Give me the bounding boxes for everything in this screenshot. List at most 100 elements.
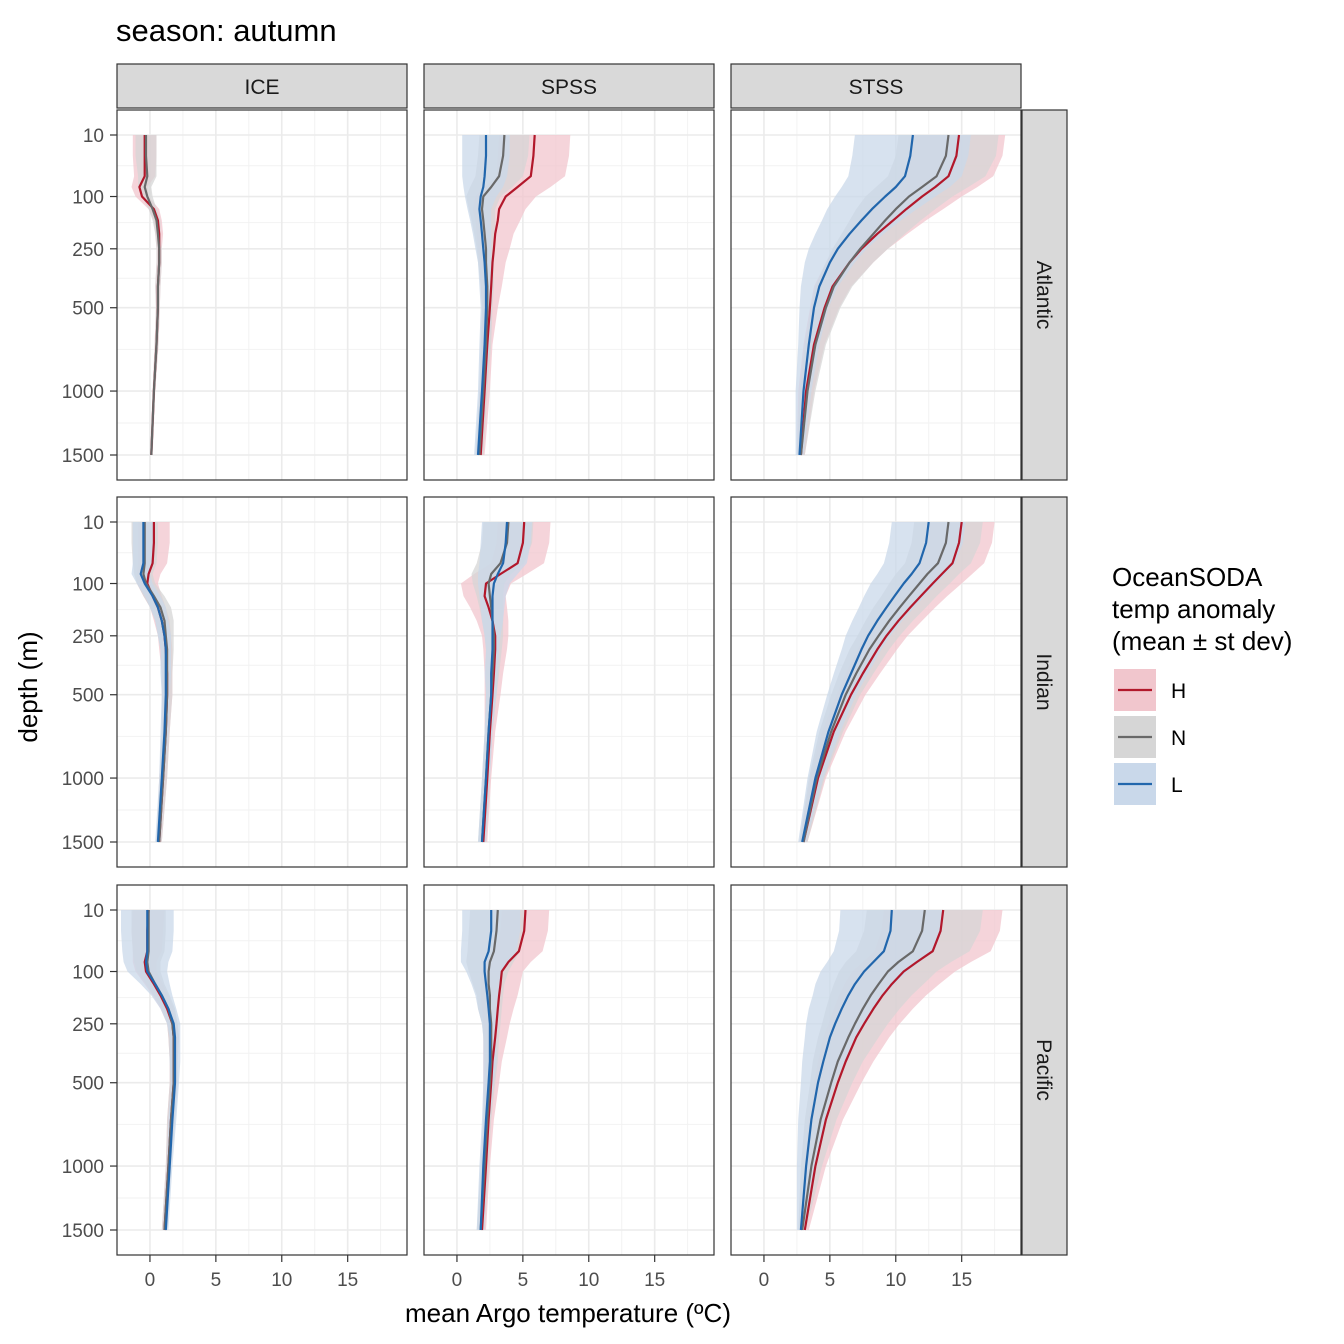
y-tick-label: 500 [72,299,104,320]
series-line-L [798,134,914,456]
ribbon-L [131,522,171,842]
y-tick-label: 500 [72,1074,104,1095]
y-tick-label: 1500 [62,446,104,467]
panel-indian-ice [116,496,408,868]
legend-title-line: (mean ± st dev) [1112,626,1292,656]
ribbons [121,910,181,1230]
column-strip-stss: STSS [730,63,1022,109]
column-strip-label: SPSS [541,76,597,99]
row-strip-indian: Indian [1021,496,1068,868]
x-tick-label: 10 [885,1270,906,1291]
series-line-L [799,909,893,1231]
y-tick-label: 500 [72,686,104,707]
y-tick-label: 100 [72,575,104,596]
panel-background [117,110,407,480]
x-axis-ice: 0 5 10 15 [145,1255,358,1291]
legend-key-N: N [1114,716,1186,758]
chart-title: season: autumn [116,13,337,48]
gridlines [116,497,407,867]
y-tick-label: 250 [72,1015,104,1036]
gridlines [116,110,407,480]
x-tick-label: 10 [271,1270,292,1291]
series-line-N [479,909,499,1231]
x-axis-spss: 0 5 10 15 [452,1255,665,1291]
x-tick-label: 0 [759,1270,770,1291]
y-tick-label: 1500 [62,833,104,854]
y-tick-label: 1500 [62,1221,104,1242]
y-tick-label: 10 [83,901,104,922]
panel-border [730,109,1022,481]
lines [138,135,161,456]
series-line-H [479,134,536,456]
series-line-N [802,521,950,843]
legend-label: L [1171,774,1183,797]
lines [143,909,177,1231]
panel-border [116,109,408,481]
panel-indian-stss [730,496,1022,868]
facet-strips: ICE SPSS STSS Atlantic Indian Pacific [116,63,1068,1256]
series-line-N [801,909,926,1231]
panels [116,109,1022,1256]
series-line-L [476,135,488,456]
series-line-H [799,134,961,456]
series-line-N [799,134,950,456]
ribbon-L [795,135,971,455]
legend-title-line: OceanSODA [1112,562,1263,592]
row-strip-atlantic: Atlantic [1021,109,1068,481]
y-axis-atlantic: 10 100 250 500 1000 1500 [62,126,117,467]
y-tick-label: 100 [72,963,104,984]
panel-border [423,496,715,868]
ribbon-L [798,522,966,842]
y-tick-label: 10 [83,513,104,534]
lines [479,909,527,1231]
y-tick-label: 1000 [62,382,104,403]
legend-label: H [1171,680,1186,703]
series-line-N [478,134,506,456]
lines [799,909,945,1231]
y-axis-title: depth (m) [13,631,43,742]
panel-border [423,109,715,481]
panel-pacific-stss [730,884,1022,1256]
series-line-H [480,909,527,1231]
lines [480,521,526,843]
column-strip-ice: ICE [116,63,408,109]
panel-pacific-ice [116,884,408,1256]
x-axis-title: mean Argo temperature (ºC) [405,1298,731,1328]
x-tick-label: 5 [825,1270,836,1291]
series-line-L [139,522,167,843]
y-tick-label: 10 [83,126,104,147]
y-tick-label: 1000 [62,769,104,790]
panel-indian-spss [423,496,715,868]
ribbon-H [472,135,571,455]
panel-pacific-spss [423,884,715,1256]
series-line-H [803,909,945,1231]
legend-key-L: L [1114,763,1183,805]
panel-border [423,884,715,1256]
legend-title-line: temp anomaly [1112,594,1275,624]
row-strip-pacific: Pacific [1021,884,1068,1256]
x-tick-label: 5 [211,1270,222,1291]
ribbons [795,135,1006,455]
legend-label: N [1171,727,1186,750]
x-tick-label: 0 [452,1270,463,1291]
strip-background [730,63,1022,109]
series-line-H [802,521,963,843]
series-line-L [801,521,930,843]
column-strip-label: ICE [244,76,279,99]
column-strip-spss: SPSS [423,63,715,109]
lines [801,521,963,843]
axes: 1010025050010001500101002505001000150010… [62,126,973,1291]
series-line-L [479,910,493,1231]
strip-background [1021,109,1068,481]
y-axis-pacific: 10 100 250 500 1000 1500 [62,901,117,1242]
x-tick-label: 15 [337,1270,358,1291]
strip-background [1021,496,1068,868]
ribbon-L [796,910,944,1230]
lines [139,522,169,843]
strip-background [423,63,715,109]
strip-background [116,63,408,109]
series-line-L [144,910,177,1231]
x-tick-label: 15 [951,1270,972,1291]
panel-border [730,884,1022,1256]
